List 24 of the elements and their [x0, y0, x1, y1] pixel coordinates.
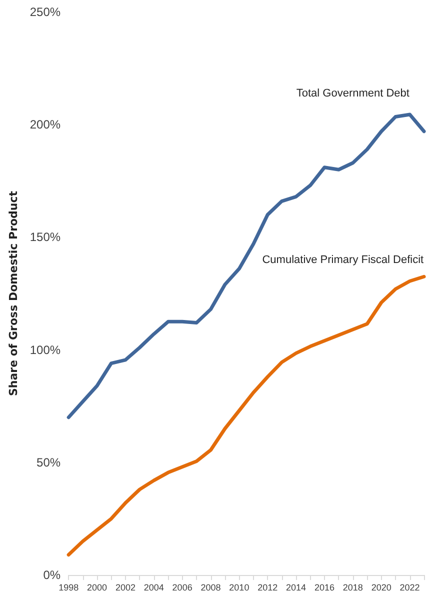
line-series: [66, 112, 426, 420]
x-tick-label: 2004: [144, 582, 164, 592]
y-tick-label: 100%: [30, 342, 61, 357]
line-series: [66, 274, 426, 556]
x-tick-label: 2018: [342, 582, 363, 592]
series-label: Total Government Debt: [296, 87, 410, 100]
x-tick-label: 2014: [286, 582, 306, 592]
x-tick-label: 2020: [371, 582, 392, 592]
y-axis-title: Share of Gross Domestic Product: [7, 190, 20, 396]
x-tick-label: 2002: [115, 582, 136, 592]
x-tick-label: 2006: [172, 582, 192, 592]
x-tick-label: 2016: [314, 582, 334, 592]
x-tick-label: 2008: [200, 582, 221, 592]
y-tick-label: 0%: [43, 568, 61, 582]
y-tick-label: 150%: [30, 230, 61, 244]
y-tick-label: 250%: [30, 5, 61, 19]
y-tick-label: 50%: [36, 455, 61, 470]
x-tick-label: 2010: [229, 582, 250, 592]
x-tick-label: 1998: [58, 582, 79, 592]
x-tick-label: 2000: [87, 582, 108, 592]
x-tick-label: 2012: [258, 582, 278, 592]
x-tick-label: 2022: [400, 582, 420, 592]
series-label: Cumulative Primary Fiscal Deficit: [262, 254, 424, 266]
y-tick-label: 200%: [30, 118, 61, 132]
